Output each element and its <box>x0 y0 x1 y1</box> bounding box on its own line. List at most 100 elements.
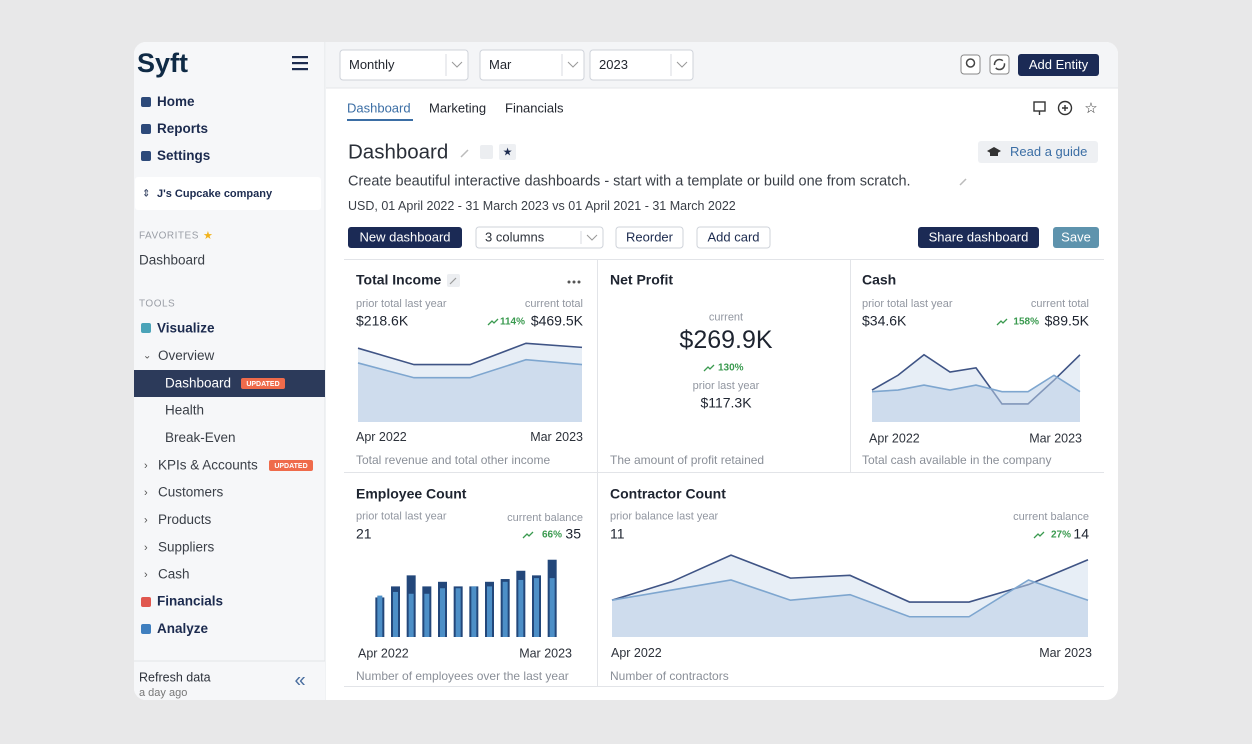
period: USD, 01 April 2022 - 31 March 2023 vs 01… <box>348 199 736 213</box>
change: 27% <box>1051 530 1071 541</box>
decoration <box>996 318 1008 326</box>
decoration <box>451 61 463 68</box>
tool[interactable]: Customers <box>158 485 224 500</box>
button[interactable] <box>1018 54 1099 76</box>
line <box>611 579 1089 618</box>
change: 130% <box>718 363 744 374</box>
tool[interactable]: Break-Even <box>165 430 236 445</box>
button[interactable] <box>1053 227 1099 248</box>
change: 66% <box>542 530 562 541</box>
bar <box>487 586 492 637</box>
value: $34.6K <box>862 313 907 329</box>
tab-underline <box>347 119 413 121</box>
badge-text: UPDATED <box>274 463 307 470</box>
button-text: New dashboard <box>359 229 450 244</box>
line <box>611 554 1089 603</box>
change: 158% <box>1013 317 1039 328</box>
icon-button[interactable] <box>960 54 981 75</box>
select-text: Monthly <box>349 57 395 72</box>
tool[interactable]: Visualize <box>157 321 215 336</box>
card-footer: Number of contractors <box>610 669 729 683</box>
line <box>357 358 583 379</box>
tab[interactable]: Marketing <box>429 100 486 115</box>
decoration: › <box>144 542 148 554</box>
label: prior total last year <box>356 510 447 522</box>
decoration: ★ <box>503 146 513 158</box>
card-title: Net Profit <box>610 272 673 288</box>
tool[interactable]: Products <box>158 512 212 527</box>
decoration <box>586 234 598 241</box>
decoration <box>572 280 576 284</box>
decoration <box>292 62 308 65</box>
card-title: Contractor Count <box>610 486 726 502</box>
nav-item[interactable]: Reports <box>157 121 208 136</box>
button[interactable] <box>615 226 684 249</box>
bar <box>549 578 555 637</box>
button-text: Add Entity <box>1029 57 1089 72</box>
button[interactable] <box>696 226 771 249</box>
button-text: Save <box>1061 229 1091 244</box>
tool[interactable]: Suppliers <box>158 540 215 555</box>
icon <box>141 97 151 107</box>
icon <box>141 597 151 607</box>
card-title: Employee Count <box>356 486 467 502</box>
select[interactable] <box>339 49 469 81</box>
description: Create beautiful interactive dashboards … <box>348 173 911 189</box>
nav-item[interactable]: Home <box>157 94 195 109</box>
button[interactable] <box>918 227 1039 248</box>
tool[interactable]: Analyze <box>157 621 209 636</box>
tool[interactable]: Financials <box>157 594 223 609</box>
bar <box>534 578 539 637</box>
refresh[interactable]: Refresh data <box>139 670 211 684</box>
icon <box>499 144 516 160</box>
company-box[interactable] <box>135 177 321 210</box>
tab[interactable]: Dashboard <box>347 100 411 115</box>
select[interactable] <box>589 49 694 81</box>
axis-label: Apr 2022 <box>869 431 920 445</box>
sidebar-footer <box>134 661 325 700</box>
select[interactable] <box>479 49 585 81</box>
card-borders <box>344 259 1104 687</box>
decoration <box>1062 105 1068 111</box>
decoration <box>567 61 579 68</box>
section-heading: TOOLS <box>139 299 175 310</box>
decoration <box>990 152 998 156</box>
decoration <box>522 531 534 539</box>
card-title: Cash <box>862 272 896 288</box>
value: $89.5K <box>1045 313 1090 329</box>
tool[interactable]: Cash <box>158 567 190 582</box>
decoration <box>703 364 715 372</box>
icon <box>141 124 151 134</box>
axis-label: Mar 2023 <box>1029 431 1082 445</box>
decoration <box>487 318 499 326</box>
favorite[interactable]: Dashboard <box>139 253 205 268</box>
value: $469.5K <box>531 313 584 329</box>
button[interactable] <box>978 141 1098 163</box>
card-title: Total Income <box>356 272 442 288</box>
label: prior last year <box>693 380 760 392</box>
collapse[interactable]: « <box>294 669 305 691</box>
charts <box>357 342 1089 637</box>
section-heading: FAVORITES <box>139 231 199 242</box>
axis-label: Apr 2022 <box>358 646 409 660</box>
decoration: ⌄ <box>143 351 151 362</box>
nav-item[interactable]: Settings <box>157 148 210 163</box>
select[interactable] <box>475 226 604 249</box>
menu-icon[interactable] <box>292 56 308 71</box>
decoration <box>1033 531 1045 539</box>
bar <box>455 588 461 637</box>
decoration <box>292 68 308 71</box>
decoration <box>965 58 976 68</box>
axis-label: Apr 2022 <box>611 646 662 660</box>
button[interactable] <box>348 227 462 248</box>
more-icon[interactable] <box>567 280 581 284</box>
tool[interactable]: KPIs & Accounts <box>158 458 258 473</box>
decoration: › <box>144 487 148 499</box>
tab[interactable]: Financials <box>505 100 564 115</box>
tool[interactable]: Health <box>165 403 204 418</box>
icon-button[interactable] <box>989 54 1010 75</box>
axis-label: Mar 2023 <box>530 430 583 444</box>
tool[interactable]: Overview <box>158 348 215 363</box>
tool[interactable]: Dashboard <box>165 376 231 391</box>
